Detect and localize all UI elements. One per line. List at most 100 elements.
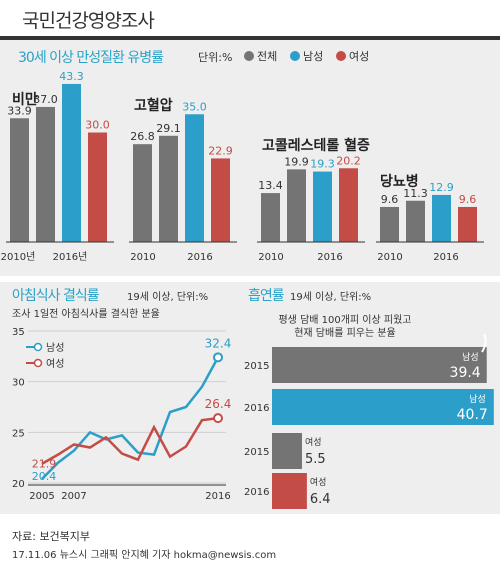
- bar-chart-title-2: 고콜레스테롤 혈증: [262, 137, 370, 154]
- series-end-point-0: [213, 352, 223, 363]
- smoking-female-value-0: 5.5: [305, 452, 326, 467]
- legend-marker-1: [33, 358, 43, 368]
- bar-chart-title-3: 당뇨병: [380, 173, 419, 190]
- legend-label-total: 전체: [257, 50, 278, 63]
- smoking-female-year-1: 2016: [244, 487, 269, 498]
- bar-0-1: [36, 106, 55, 242]
- legend-marker-0: [33, 342, 43, 352]
- smoking-female-legend-1: 여성: [310, 476, 327, 488]
- legend-item-male: 남성: [290, 48, 323, 64]
- y-tick-label-2: 30: [12, 378, 25, 389]
- chronic-disease-title: 30세 이상 만성질환 유병률: [18, 50, 164, 66]
- bar-value-label-0-2: 43.3: [59, 70, 84, 83]
- breakfast-skip-unit: 19세 이상, 단위:%: [127, 292, 209, 303]
- bar-0-3: [88, 132, 107, 242]
- smoking-male-legend-1: 남성: [469, 394, 486, 405]
- bar-value-label-0-3: 30.0: [85, 119, 110, 132]
- legend-item-total: 전체: [244, 48, 277, 64]
- series-line-1: [41, 416, 219, 465]
- bar-value-label-2-2: 19.3: [310, 158, 335, 171]
- smoking-title: 흡연률: [248, 288, 285, 304]
- bar-1-3: [211, 158, 230, 242]
- breakfast-skip-note: 조사 1일전 아침식사를 결식한 분율: [12, 309, 160, 320]
- bar-value-label-1-3: 22.9: [208, 144, 233, 157]
- value-label-female-end: 26.4: [205, 397, 232, 411]
- legend-label-female: 여성: [349, 50, 370, 63]
- smoking-female-value-1: 6.4: [310, 492, 331, 507]
- source-note: 자료: 보건복지부: [12, 530, 91, 543]
- smoking-female-legend-0: 여성: [305, 436, 322, 448]
- section-divider: [0, 276, 500, 282]
- smoking-male-value-0: 39.4: [450, 365, 481, 381]
- line-legend-label-1: 여성: [46, 358, 64, 370]
- bar-tick-label-2-1: 2016: [317, 252, 342, 263]
- smoking-male-bar-1: [272, 389, 494, 425]
- bar-value-label-1-1: 29.1: [156, 122, 181, 135]
- value-label-female-start: 21.9: [32, 458, 57, 471]
- smoking-male-year-0: 2015: [244, 361, 269, 372]
- line-legend-label-0: 남성: [46, 342, 64, 354]
- value-label-male-end: 32.4: [205, 336, 232, 350]
- y-tick-label-3: 35: [12, 327, 25, 338]
- legend-dot-female: [336, 51, 346, 61]
- bar-tick-label-1-1: 2016: [187, 252, 212, 263]
- bar-2-2: [313, 171, 332, 242]
- bar-tick-label-3-0: 2010: [377, 252, 402, 263]
- x-tick-label-0: 2005: [29, 491, 54, 502]
- legend-dot-male: [290, 51, 300, 61]
- page-title: 국민건강영양조사: [22, 10, 155, 32]
- x-tick-label-1: 2007: [61, 491, 86, 502]
- value-label-male-start: 20.4: [32, 470, 57, 483]
- bar-value-label-0-0: 33.9: [7, 104, 32, 117]
- credit-line: 17.11.06 뉴스시 그래픽 안지혜 기자 hokma@newsis.com: [12, 550, 277, 561]
- bar-3-1: [406, 200, 425, 242]
- bar-3-0: [380, 206, 399, 242]
- bar-tick-label-0-0: 2010년: [1, 251, 36, 263]
- bar-3-2: [432, 194, 451, 242]
- chronic-disease-unit: 단위:%: [198, 51, 233, 64]
- smoking-male-year-1: 2016: [244, 403, 269, 414]
- bar-value-label-2-3: 20.2: [336, 154, 361, 167]
- bar-value-label-3-2: 12.9: [429, 181, 454, 194]
- callout-curl: [481, 333, 487, 353]
- bar-1-1: [159, 135, 178, 242]
- bar-0-2: [62, 83, 81, 242]
- bar-2-3: [339, 168, 358, 242]
- bar-3-3: [458, 206, 477, 242]
- smoking-note-line1: 평생 담배 100개피 이상 피웠고: [278, 315, 412, 326]
- series-end-point-1: [213, 413, 223, 424]
- title-underline: [0, 36, 500, 40]
- bar-value-label-3-3: 9.6: [459, 193, 477, 206]
- smoking-female-bar-0: [272, 433, 302, 469]
- bottom-strip: [0, 566, 500, 574]
- bar-2-1: [287, 169, 306, 242]
- bar-2-0: [261, 193, 280, 242]
- bar-chart-title-0: 비만: [12, 92, 38, 108]
- bar-1-0: [133, 144, 152, 242]
- bar-value-label-3-1: 11.3: [403, 187, 428, 200]
- bar-tick-label-0-1: 2016년: [53, 251, 88, 263]
- bar-value-label-2-1: 19.9: [284, 155, 309, 168]
- bar-0-0: [10, 118, 29, 242]
- breakfast-skip-title: 아침식사 결식률: [12, 288, 100, 304]
- bar-value-label-1-2: 35.0: [182, 100, 207, 113]
- y-tick-label-1: 25: [12, 428, 25, 439]
- bar-value-label-3-0: 9.6: [381, 193, 399, 206]
- bar-chart-title-1: 고혈압: [134, 97, 173, 114]
- bar-1-2: [185, 114, 204, 242]
- x-tick-label-2: 2016: [205, 491, 230, 502]
- smoking-unit: 19세 이상, 단위:%: [290, 292, 372, 303]
- legend-dot-total: [244, 51, 254, 61]
- bar-value-label-1-0: 26.8: [130, 130, 155, 143]
- smoking-female-bar-1: [272, 473, 307, 509]
- series-line-0: [41, 356, 220, 480]
- smoking-male-bar-0: [272, 347, 487, 383]
- bar-tick-label-3-1: 2016: [433, 252, 458, 263]
- legend-label-male: 남성: [303, 50, 324, 63]
- bar-value-label-0-1: 37.0: [33, 93, 58, 106]
- y-tick-label-0: 20: [12, 479, 25, 490]
- bar-value-label-2-0: 13.4: [258, 179, 283, 192]
